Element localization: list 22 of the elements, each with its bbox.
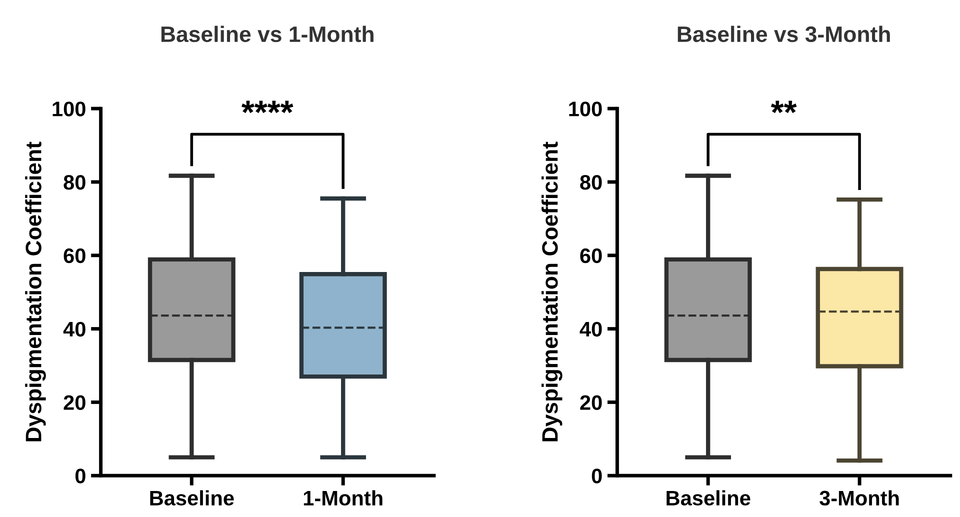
y-tick-label: 40 [580, 322, 602, 337]
y-tick-label: 20 [64, 395, 86, 410]
y-tick-label: 60 [580, 248, 602, 264]
y-tick-label: 20 [580, 395, 602, 410]
x-tick-label: 1-Month [304, 490, 382, 506]
y-axis-title: Dyspigmentation Coefficient [25, 142, 46, 442]
annotation: ** [770, 100, 797, 114]
y-axis-title: Dyspigmentation Coefficient [542, 142, 562, 442]
x-tick-label: Baseline [150, 490, 234, 506]
y-tick-label: 60 [64, 248, 86, 264]
x-tick-label: Baseline [666, 490, 750, 506]
chart-title: Baseline vs 3-Month [678, 26, 890, 42]
y-tick-label: 40 [63, 322, 86, 337]
y-tick-label: 0 [75, 468, 86, 484]
y-tick-label: 100 [52, 102, 86, 116]
y-tick-label: 80 [580, 174, 602, 190]
y-tick-label: 0 [592, 468, 602, 484]
y-tick-label: 100 [569, 102, 602, 116]
chart-title: Baseline vs 1-Month [161, 26, 374, 42]
annotation: **** [242, 100, 294, 114]
y-tick-label: 80 [64, 174, 86, 190]
x-tick-label: 3-Month [820, 490, 899, 506]
